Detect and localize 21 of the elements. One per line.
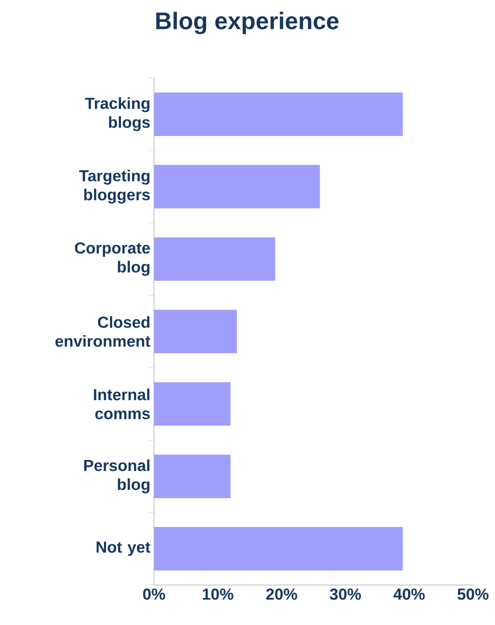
y-tick-label: Personal blog (84, 459, 150, 494)
y-tick-label: Targeting bloggers (79, 170, 150, 204)
x-tick-label: 20% (266, 588, 298, 600)
bar (154, 454, 231, 498)
bar (154, 310, 237, 354)
x-tick-label: 0% (143, 588, 166, 600)
x-tick-label: 30% (330, 588, 361, 600)
y-tick-label: Corporate blog (74, 242, 150, 276)
y-tick-label: Closed environment (55, 316, 150, 347)
bar (154, 92, 403, 136)
bar (154, 237, 276, 281)
bar (154, 527, 403, 571)
bar (154, 164, 320, 208)
y-tick-label: Tracking blogs (85, 97, 150, 132)
y-tick-label: Internal comms (94, 388, 150, 420)
x-tick-label: 50% (458, 588, 489, 600)
chart-title: Blog experience (156, 12, 339, 34)
y-tick-label: Not yet (96, 542, 150, 556)
x-tick-label: 40% (393, 588, 425, 600)
bar (154, 382, 231, 426)
x-tick-label: 10% (202, 588, 234, 600)
